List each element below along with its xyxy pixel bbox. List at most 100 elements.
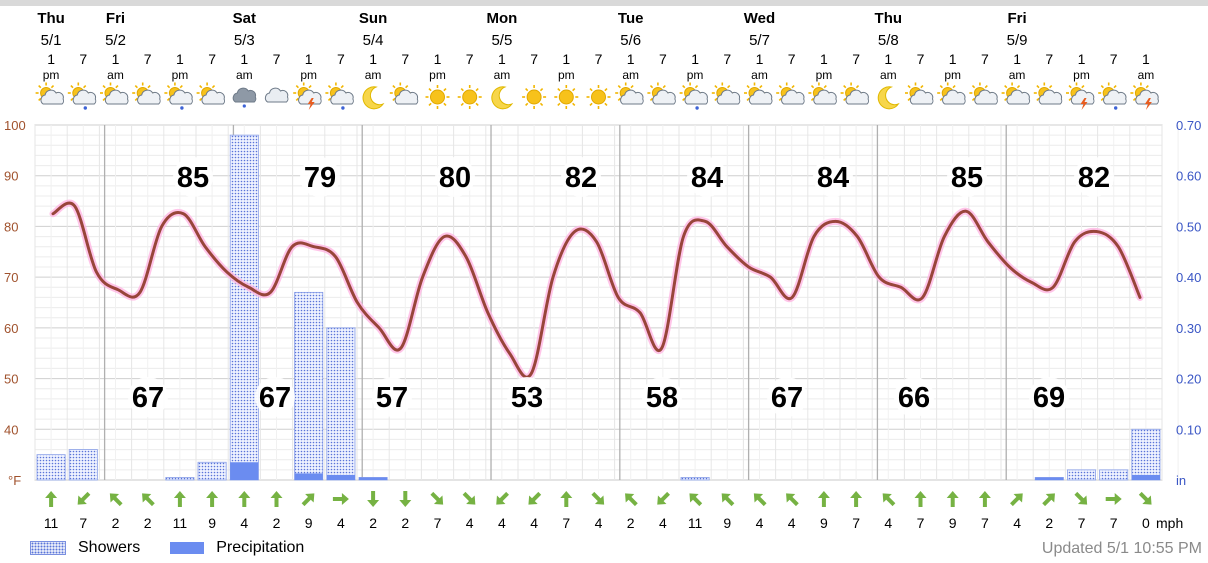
wind-arrow-icon — [753, 493, 767, 507]
legend-showers-label: Showers — [78, 539, 141, 556]
sun-ray — [727, 85, 731, 89]
sunny-icon — [522, 85, 547, 109]
wind-arrow-icon — [496, 491, 509, 505]
wind-arrow-shape — [1138, 491, 1152, 505]
legend: Showers Precipitation — [30, 539, 304, 557]
low-halo — [894, 377, 934, 417]
sun-ray — [405, 85, 409, 89]
sun-ray — [984, 85, 988, 89]
cloud-shape — [40, 89, 65, 105]
wind-arrow-shape — [657, 491, 670, 505]
high-halo — [1074, 157, 1114, 197]
hour-label: 7 — [1110, 51, 1118, 67]
sun-ray — [649, 97, 654, 101]
sunny-icon — [554, 85, 579, 109]
cloud-shape — [1006, 89, 1031, 105]
wind-arrow-icon — [721, 493, 735, 507]
ampm-label: am — [622, 68, 639, 82]
sun-ray — [443, 102, 447, 107]
wind-arrow-icon — [786, 493, 799, 507]
sun-ray — [810, 97, 815, 101]
lightning-bolt — [1144, 98, 1152, 110]
wind-arrow-shape — [850, 491, 863, 507]
wind-speed-label: 7 — [434, 515, 442, 531]
partly-sunny-icon — [711, 82, 741, 105]
temperature-curve — [51, 201, 1142, 379]
high-halo — [300, 157, 340, 197]
partly-sunny-icon — [647, 82, 676, 105]
wind-speed-label: 11 — [688, 515, 703, 531]
wind-arrow-icon — [332, 493, 349, 505]
showers-bar — [1099, 469, 1129, 481]
sun-ray — [179, 85, 183, 89]
sun-ray — [475, 87, 479, 92]
wind-arrow-shape — [270, 491, 283, 507]
cloud-shape — [137, 89, 161, 105]
right-axis-tick: 0.30 — [1176, 321, 1201, 336]
sun-ray — [460, 87, 464, 92]
partly-cloudy-icon — [100, 82, 129, 105]
sun-ray — [759, 85, 763, 89]
moon-icon — [877, 86, 900, 110]
sun-ray — [1004, 97, 1008, 101]
sun-ray — [855, 85, 860, 89]
sun-ray — [392, 97, 396, 101]
date-label: 5/9 — [1007, 32, 1028, 49]
wind-arrow-shape — [721, 493, 735, 507]
cloud-shape — [394, 89, 419, 105]
sun-ray — [102, 97, 106, 101]
sun-ray — [525, 87, 529, 92]
hour-label: 1 — [498, 51, 506, 67]
showers-bar — [197, 461, 227, 481]
sun-ray — [428, 102, 432, 107]
sun-ray — [682, 97, 686, 101]
ampm-label: pm — [558, 68, 575, 82]
low-halo — [1029, 377, 1069, 417]
partly-cloudy-icon — [615, 82, 644, 105]
wind-speed-label: 2 — [112, 515, 120, 531]
sun-disc — [591, 89, 606, 105]
left-axis-tick: 80 — [4, 219, 18, 234]
high-temp-label: 79 — [304, 162, 336, 194]
high-temp-label: 82 — [1078, 162, 1110, 194]
wind-arrow-shape — [332, 493, 349, 505]
cloud-shape — [813, 89, 837, 105]
sun-ray — [791, 85, 795, 89]
weather-icons — [35, 82, 1159, 110]
partly-sunny-rain-icon — [679, 82, 709, 110]
sun-ray — [971, 85, 976, 89]
wind-speed-label: 4 — [498, 515, 506, 531]
wind-arrow-shape — [173, 491, 186, 507]
showers-bar — [294, 291, 324, 481]
hour-label: 1 — [240, 51, 248, 67]
wind-speed-label: 2 — [627, 515, 635, 531]
sun-ray — [134, 97, 138, 101]
wind-arrow-icon — [657, 491, 670, 505]
high-halo — [561, 157, 601, 197]
hour-label: 7 — [273, 51, 281, 67]
wind-arrow-shape — [1010, 493, 1023, 507]
wind-arrow-icon — [591, 491, 605, 505]
cloud-shape — [72, 89, 97, 105]
date-label: 5/7 — [749, 32, 770, 49]
partly-sunny-icon — [389, 82, 419, 105]
wind-arrow-shape — [77, 491, 91, 505]
date-label: 5/2 — [105, 32, 126, 49]
thunderstorm-icon — [293, 82, 322, 110]
wind-speed-label: 7 — [917, 515, 925, 531]
sun-ray — [907, 85, 911, 89]
thunderstorm-icon — [1130, 82, 1159, 110]
ampm-label: am — [751, 68, 768, 82]
ampm-label: pm — [944, 68, 961, 82]
wind-arrow-icon — [206, 491, 219, 507]
left-axis-tick: 90 — [4, 169, 18, 184]
temperature-line — [49, 199, 1144, 381]
sun-ray — [1113, 85, 1117, 89]
sun-ray — [778, 85, 782, 89]
sun-ray — [147, 85, 151, 89]
legend-precipitation-label: Precipitation — [216, 539, 305, 556]
wind-speed-label: 7 — [562, 515, 570, 531]
wind-row: 11 7 2 2 11 9 4 2 9 4 2 2 7 4 4 4 7 4 2 4 11 9 4 4 9 7 4 7 9 7 4 2 7 7 0 mp… — [44, 491, 1183, 531]
header-labels: Thu 5/1 Fri 5/2 Sat 5/3 Sun 5/4 Mon 5/5 Tue 5/6 Wed 5… — [37, 10, 1154, 82]
